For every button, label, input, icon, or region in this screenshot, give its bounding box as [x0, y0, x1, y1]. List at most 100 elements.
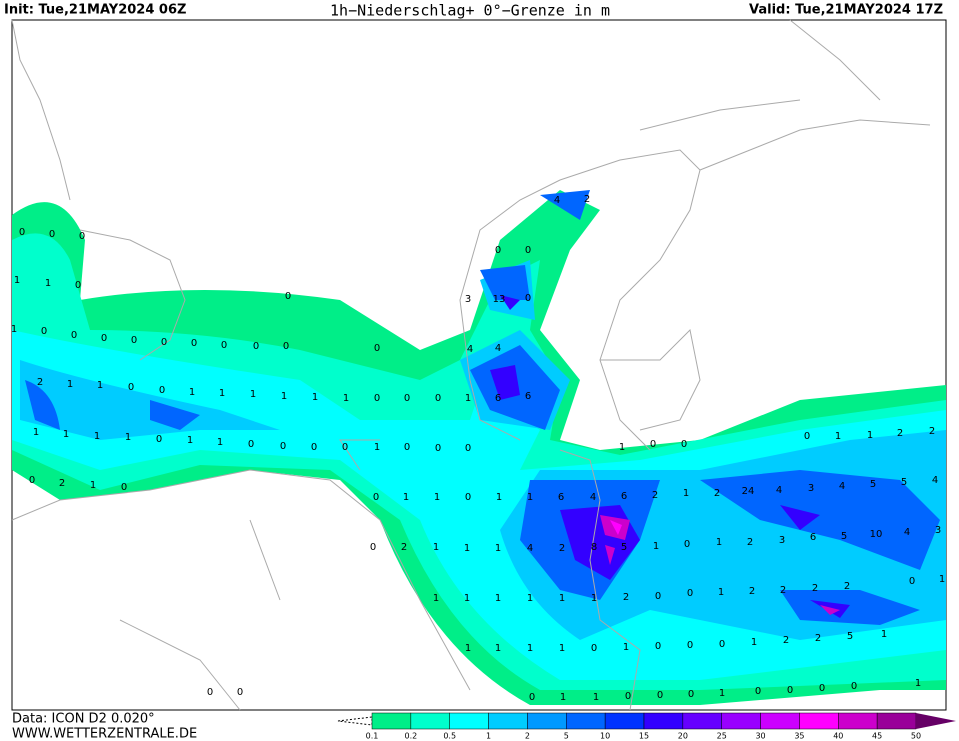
value-label: 1: [374, 442, 380, 453]
value-label: 1: [343, 393, 349, 404]
precip-area: [20, 260, 946, 640]
value-label: 0: [529, 692, 535, 703]
value-label: 0: [435, 443, 441, 454]
value-label: 0: [819, 683, 825, 694]
value-label: 1: [591, 593, 597, 604]
value-label: 1: [67, 379, 73, 390]
colorbar-segment: [449, 712, 489, 730]
value-label: 1: [683, 488, 689, 499]
value-label: 2: [780, 585, 786, 596]
colorbar-tip: [916, 713, 956, 729]
value-label: 3: [779, 535, 785, 546]
colorbar-segment: [799, 712, 839, 730]
value-label: 1: [33, 427, 39, 438]
value-label: 0: [221, 340, 227, 351]
value-label: 2: [652, 490, 658, 501]
value-label: 8: [591, 542, 597, 553]
value-label: 0: [465, 492, 471, 503]
value-label: 0: [374, 393, 380, 404]
value-label: 24: [742, 486, 755, 497]
value-label: 1: [434, 492, 440, 503]
value-label: 3: [935, 525, 941, 536]
value-label: 0: [687, 640, 693, 651]
value-label: 0: [373, 492, 379, 503]
valid-time: Valid: Tue,21MAY2024 17Z: [749, 3, 943, 18]
value-label: 1: [14, 275, 20, 286]
value-label: 5: [847, 631, 853, 642]
value-label: 4: [495, 343, 501, 354]
value-label: 0: [909, 576, 915, 587]
colorbar-label: 35: [794, 732, 804, 741]
value-label: 0: [191, 338, 197, 349]
value-label: 0: [161, 337, 167, 348]
value-label: 1: [281, 391, 287, 402]
value-label: 1: [97, 380, 103, 391]
value-label: 2: [59, 478, 65, 489]
value-label: 1: [559, 593, 565, 604]
value-label: 2: [929, 426, 935, 437]
value-label: 0: [121, 482, 127, 493]
value-label: 1: [45, 278, 51, 289]
value-label: 0: [207, 687, 213, 698]
value-label: 0: [283, 341, 289, 352]
colorbar-label: 2: [525, 732, 530, 741]
value-label: 1: [495, 643, 501, 654]
value-label: 4: [554, 195, 560, 206]
value-label: 0: [851, 681, 857, 692]
value-label: 2: [584, 194, 590, 205]
value-label: 3: [808, 483, 814, 494]
value-label: 1: [433, 542, 439, 553]
value-label: 0: [650, 439, 656, 450]
value-label: 1: [94, 431, 100, 442]
value-label: 0: [657, 690, 663, 701]
data-source: Data: ICON D2 0.020°: [12, 712, 155, 727]
colorbar-segment: [760, 712, 800, 730]
value-label: 0: [374, 343, 380, 354]
value-label: 1: [464, 593, 470, 604]
precip-area: [490, 295, 850, 618]
value-label: 2: [897, 428, 903, 439]
value-label: 0: [159, 385, 165, 396]
value-label: 1: [653, 541, 659, 552]
colorbar-label: 0.2: [404, 732, 417, 741]
value-label: 0: [435, 393, 441, 404]
value-label: 1: [495, 593, 501, 604]
value-label: 5: [841, 531, 847, 542]
colorbar-segment: [876, 712, 917, 730]
value-label: 0: [156, 434, 162, 445]
value-label: 1: [835, 431, 841, 442]
value-labels: 0 0 01 1 00 3 13 04 20 01 0 0 0 0 0 0 0 0 0 0 4 42 1 1 0 0 1 1 1 1 1 1 0…: [11, 194, 945, 703]
value-label: 1: [881, 629, 887, 640]
value-label: 0: [625, 691, 631, 702]
value-label: 1: [219, 388, 225, 399]
value-label: 4: [839, 481, 845, 492]
value-label: 6: [525, 391, 531, 402]
map-title: 1h−Niederschlag+ 0°−Grenze in m: [330, 2, 610, 20]
value-label: 4: [776, 485, 782, 496]
value-label: 2: [714, 488, 720, 499]
value-label: 1: [125, 432, 131, 443]
value-label: 0: [41, 326, 47, 337]
value-label: 0: [719, 639, 725, 650]
map: 0 0 01 1 00 3 13 04 20 01 0 0 0 0 0 0 0 0 0 0 4 42 1 1 0 0 1 1 1 1 1 1 0…: [11, 19, 947, 711]
value-label: 10: [870, 529, 883, 540]
value-label: 6: [810, 532, 816, 543]
value-label: 0: [79, 231, 85, 242]
colorbar-segment: [838, 712, 878, 730]
value-label: 0: [525, 293, 531, 304]
value-label: 0: [495, 245, 501, 256]
value-label: 0: [342, 442, 348, 453]
value-label: 4: [467, 344, 473, 355]
value-label: 1: [495, 543, 501, 554]
value-label: 0: [370, 542, 376, 553]
colorbar-label: 0.1: [366, 732, 379, 741]
value-label: 0: [465, 443, 471, 454]
value-label: 1: [560, 692, 566, 703]
value-label: 2: [37, 377, 43, 388]
value-label: 1: [187, 435, 193, 446]
value-label: 6: [621, 491, 627, 502]
value-label: 0: [404, 442, 410, 453]
value-label: 1: [90, 480, 96, 491]
website: WWW.WETTERZENTRALE.DE: [12, 727, 197, 741]
value-label: 0: [285, 291, 291, 302]
